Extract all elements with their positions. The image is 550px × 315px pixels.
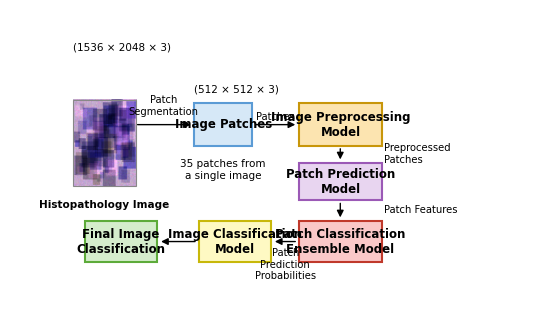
- FancyBboxPatch shape: [85, 221, 157, 262]
- Text: Image Patches: Image Patches: [175, 118, 272, 131]
- FancyBboxPatch shape: [195, 103, 252, 146]
- Text: Histopathology Image: Histopathology Image: [39, 200, 169, 210]
- Text: Preprocessed
Patches: Preprocessed Patches: [384, 143, 451, 165]
- Text: Patch Classification
Ensemble Model: Patch Classification Ensemble Model: [276, 227, 406, 255]
- Text: 35 patches from
a single image: 35 patches from a single image: [180, 159, 266, 181]
- Bar: [73, 100, 136, 186]
- FancyBboxPatch shape: [199, 221, 271, 262]
- Text: (512 × 512 × 3): (512 × 512 × 3): [195, 85, 279, 95]
- Text: Image Preprocessing
Model: Image Preprocessing Model: [271, 111, 410, 139]
- Text: Patch
Prediction
Probabilities: Patch Prediction Probabilities: [255, 248, 316, 281]
- FancyBboxPatch shape: [299, 221, 382, 262]
- Text: Patch Prediction
Model: Patch Prediction Model: [286, 168, 395, 196]
- FancyBboxPatch shape: [299, 163, 382, 200]
- Text: Patch Features: Patch Features: [384, 205, 458, 215]
- Text: (1536 × 2048 × 3): (1536 × 2048 × 3): [73, 43, 171, 53]
- FancyBboxPatch shape: [299, 103, 382, 146]
- Text: Patches: Patches: [256, 112, 294, 122]
- Text: Image Classification
Model: Image Classification Model: [168, 227, 302, 255]
- Text: Patch
Segmentation: Patch Segmentation: [128, 95, 199, 117]
- Text: Final Image
Classification: Final Image Classification: [76, 227, 166, 255]
